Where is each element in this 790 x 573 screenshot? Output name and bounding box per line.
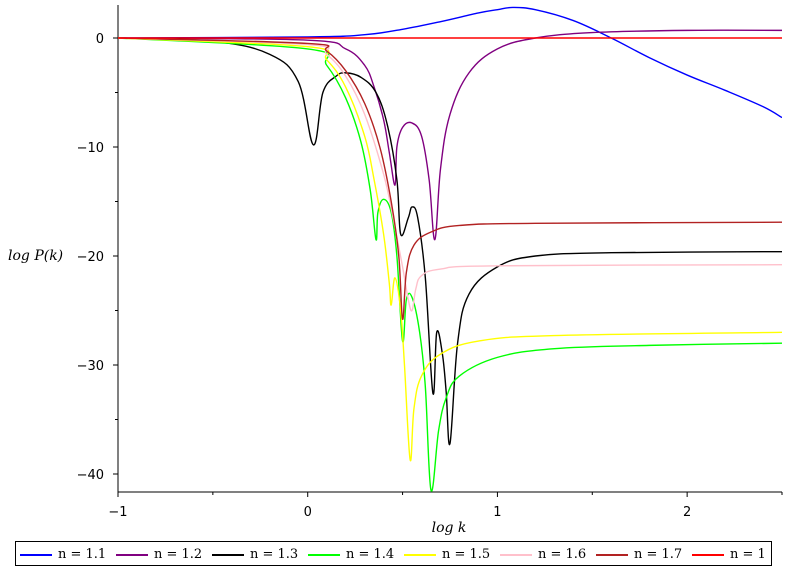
legend-item: n = 1.5 bbox=[404, 547, 490, 563]
x-tick-label: −1 bbox=[108, 505, 127, 520]
legend-item: n = 1.6 bbox=[500, 547, 586, 563]
legend-item: n = 1 bbox=[692, 547, 766, 563]
series-line bbox=[118, 37, 782, 312]
legend-label: n = 1.3 bbox=[250, 547, 299, 562]
legend-label: n = 1.4 bbox=[346, 547, 395, 562]
legend-swatch bbox=[500, 553, 532, 556]
series-lines bbox=[118, 6, 782, 492]
y-tick-label: −30 bbox=[77, 359, 104, 374]
series-line bbox=[118, 37, 782, 446]
series-line bbox=[118, 6, 782, 119]
tick-labels: −1 0 1 20−10−20−30−40 bbox=[77, 32, 692, 520]
axes bbox=[113, 5, 783, 497]
series-line bbox=[118, 37, 782, 492]
x-tick-label: 1 bbox=[493, 505, 501, 520]
legend-item: n = 1.2 bbox=[116, 547, 202, 563]
series-line bbox=[118, 37, 782, 320]
y-tick-label: −20 bbox=[77, 250, 104, 265]
legend-item: n = 1.4 bbox=[308, 547, 394, 563]
legend-swatch bbox=[116, 553, 148, 556]
x-tick-label: 0 bbox=[304, 505, 312, 520]
legend-item: n = 1.3 bbox=[212, 547, 298, 563]
x-tick-label: 2 bbox=[683, 505, 691, 520]
legend-swatch bbox=[212, 553, 244, 556]
legend: n = 1.1 n = 1.2 n = 1.3 n = 1.4 n = 1.5 n = 1… bbox=[15, 541, 772, 566]
legend-swatch bbox=[596, 553, 628, 556]
series-line bbox=[118, 37, 782, 462]
legend-label: n = 1 bbox=[730, 547, 766, 562]
legend-swatch bbox=[404, 553, 436, 556]
y-axis-label: log P(k) bbox=[8, 248, 63, 264]
series-line bbox=[118, 29, 782, 241]
legend-label: n = 1.5 bbox=[442, 547, 491, 562]
y-tick-label: 0 bbox=[96, 32, 104, 47]
y-tick-label: −10 bbox=[77, 141, 104, 156]
legend-label: n = 1.2 bbox=[154, 547, 203, 562]
legend-swatch bbox=[692, 553, 724, 556]
x-axis-label: log k bbox=[432, 520, 467, 536]
legend-label: n = 1.7 bbox=[634, 547, 683, 562]
legend-label: n = 1.1 bbox=[58, 547, 107, 562]
legend-swatch bbox=[308, 553, 340, 556]
line-chart: −1 0 1 20−10−20−30−40 log k log P(k) bbox=[8, 5, 783, 536]
legend-label: n = 1.6 bbox=[538, 547, 587, 562]
legend-item: n = 1.1 bbox=[20, 547, 106, 563]
legend-item: n = 1.7 bbox=[596, 547, 682, 563]
y-tick-label: −40 bbox=[77, 468, 104, 483]
legend-swatch bbox=[20, 553, 52, 556]
